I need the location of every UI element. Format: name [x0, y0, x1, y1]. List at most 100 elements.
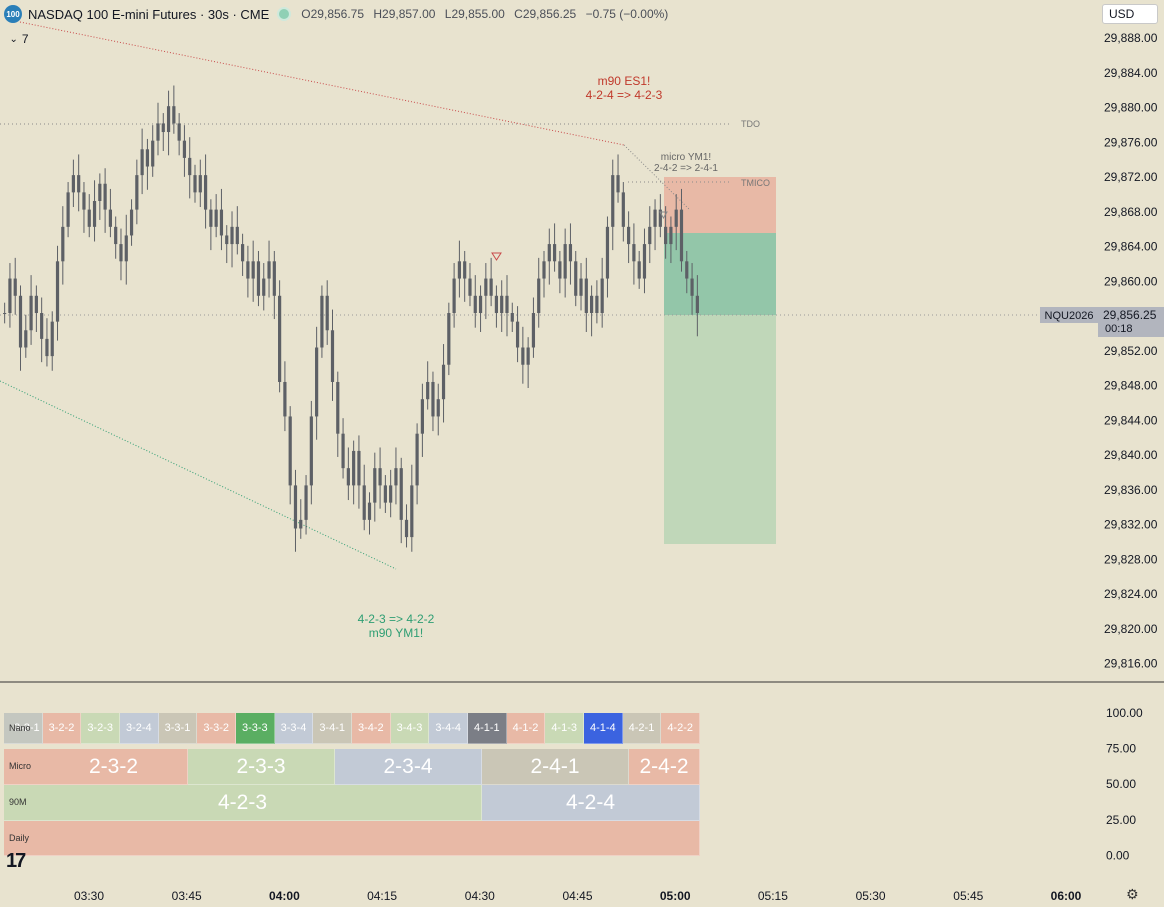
annotation-bottom-green-1: 4-2-3 => 4-2-2: [358, 612, 435, 626]
candle-body: [642, 244, 647, 279]
candle-body: [315, 347, 319, 417]
nano-cell: 3-4-2: [352, 713, 391, 744]
indicator-count: 7: [21, 32, 29, 46]
candle-body: [558, 261, 562, 279]
candle-body: [589, 295, 594, 314]
candle-body: [426, 381, 430, 400]
nano-row-label: Nano: [9, 722, 31, 733]
open-value: O29,856.75: [301, 7, 365, 21]
indicator-toggle-button[interactable]: ⌄ 7: [4, 30, 34, 48]
candle-body: [71, 175, 75, 193]
candle-body: [695, 295, 699, 314]
time-tick-label: 05:45: [953, 889, 983, 903]
price-tick-label: 29,828.00: [1104, 552, 1158, 566]
nano-cell: 3-4-4: [429, 713, 468, 744]
candle-body: [256, 261, 261, 296]
annotation-micro-2: 2-4-2 => 2-4-1: [654, 163, 718, 174]
price-tick-label: 29,876.00: [1104, 135, 1158, 149]
candle-body: [510, 313, 514, 322]
candle-body: [230, 226, 234, 245]
candle-body: [156, 123, 160, 141]
candle-body: [632, 244, 636, 262]
time-tick-label: 03:45: [172, 889, 202, 903]
candle-body: [394, 468, 398, 486]
candle-body: [352, 450, 356, 486]
candle-body: [568, 244, 573, 262]
price-tick-label: 29,880.00: [1104, 101, 1158, 115]
tmico-label: TMICO: [741, 178, 770, 188]
candle-body: [177, 123, 181, 141]
candle-body: [320, 295, 324, 348]
time-tick-label: 03:30: [74, 889, 104, 903]
candle-body: [145, 149, 150, 167]
candle-body: [61, 226, 65, 262]
chevron-down-icon: ⌄: [9, 33, 18, 45]
candle-body: [531, 313, 536, 348]
candle-body: [98, 183, 102, 201]
gear-icon[interactable]: ⚙: [1126, 886, 1139, 902]
symbol-logo-icon[interactable]: 100: [4, 5, 22, 23]
candle-body: [3, 313, 7, 315]
price-axis[interactable]: 29,888.00 29,884.00 29,880.00 29,876.00 29,8…: [1104, 31, 1158, 671]
candle-body: [478, 295, 483, 314]
candle-body: [203, 175, 208, 210]
candle-body: [494, 295, 499, 314]
ohlc-readout: O29,856.75 H29,857.00 L29,855.00 C29,856…: [301, 7, 674, 21]
currency-select[interactable]: USD: [1102, 4, 1158, 24]
candle-body: [584, 278, 588, 314]
price-tick-label: 29,860.00: [1104, 274, 1158, 288]
candle-body: [272, 261, 276, 296]
time-axis[interactable]: 03:30 03:45 04:00 04:15 04:30 04:45 05:00 05:15…: [74, 889, 1082, 903]
m90-row-label: 90M: [9, 797, 27, 807]
symbol-tag: [1040, 307, 1098, 323]
candle-body: [82, 192, 86, 210]
candle-body: [505, 295, 509, 314]
candle-body: [182, 140, 187, 158]
candle-body: [299, 519, 303, 529]
symbol-title[interactable]: NASDAQ 100 E-mini Futures · 30s · CME: [28, 6, 270, 22]
market-status-icon[interactable]: [277, 7, 292, 21]
candle-body: [415, 433, 419, 486]
m90-cell: 4-2-3: [4, 785, 482, 821]
candle-body: [383, 485, 387, 503]
candle-body: [611, 175, 615, 227]
candle-body: [45, 338, 49, 357]
candle-body: [404, 519, 409, 538]
candle-body: [489, 278, 493, 296]
time-tick-label: 04:30: [465, 889, 495, 903]
candle-body: [124, 235, 128, 262]
candle-body: [198, 175, 202, 193]
nano-cell: 4-1-4: [584, 713, 623, 744]
indicator-tick-label: 100.00: [1106, 706, 1143, 720]
candle-body: [172, 106, 176, 124]
tradingview-logo-icon[interactable]: 17: [6, 850, 26, 872]
candle-body: [653, 209, 657, 227]
candle-body: [66, 192, 70, 227]
price-tick-label: 29,848.00: [1104, 379, 1158, 393]
price-tick-label: 29,836.00: [1104, 483, 1158, 497]
candle-body: [637, 261, 641, 279]
candle-body: [357, 450, 361, 486]
candle-body: [309, 416, 313, 486]
candle-body: [484, 278, 488, 296]
candle-body: [129, 209, 134, 236]
candle-body: [452, 278, 456, 314]
nano-cell: 3-4-1: [313, 713, 352, 744]
indicator-axis[interactable]: 100.00 75.00 50.00 25.00 0.00: [1106, 706, 1143, 862]
time-tick-label: 05:15: [758, 889, 788, 903]
price-tick-label: 29,844.00: [1104, 413, 1158, 427]
candle-body: [378, 468, 382, 486]
candle-body: [214, 209, 218, 227]
nano-cell: 3-3-2: [197, 713, 236, 744]
micro-cell: 2-3-3: [188, 749, 335, 785]
candle-body: [563, 244, 567, 279]
micro-cell: 2-4-1: [482, 749, 629, 785]
candle-body: [29, 295, 33, 331]
candle-body: [251, 261, 255, 279]
candle-body: [500, 295, 504, 314]
price-tag-value: 29,856.25: [1103, 308, 1157, 322]
candle-body: [193, 175, 197, 193]
time-tick-label: 06:00: [1051, 889, 1082, 903]
candle-body: [410, 485, 414, 538]
